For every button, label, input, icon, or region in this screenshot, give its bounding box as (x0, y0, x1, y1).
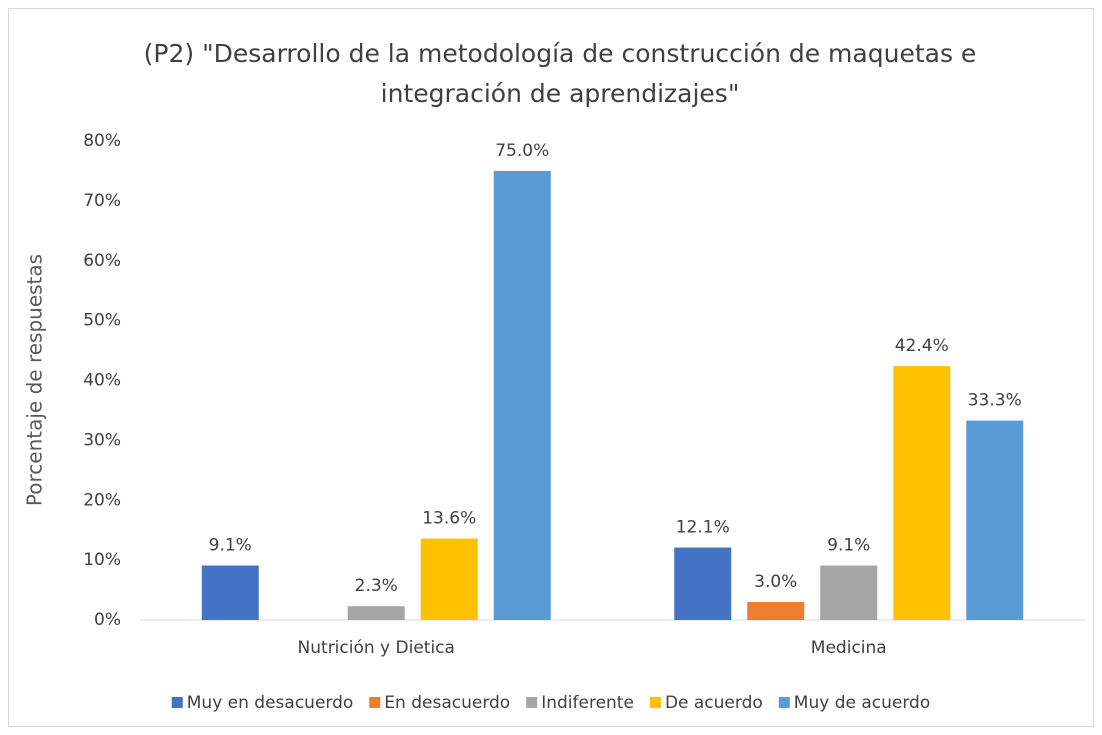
bar (420, 538, 478, 620)
legend-label: Muy en desacuerdo (187, 693, 354, 713)
y-tick-label: 20% (83, 490, 121, 510)
legend-label: De acuerdo (665, 693, 763, 713)
bar (747, 602, 805, 620)
y-tick-label: 10% (83, 550, 121, 570)
bar (347, 606, 405, 620)
legend-swatch (171, 697, 183, 708)
legend-swatch (649, 697, 661, 708)
y-tick-label: 50% (83, 311, 121, 331)
data-label: 75.0% (495, 141, 549, 161)
legend-label: En desacuerdo (384, 693, 510, 713)
legend-swatch (526, 697, 538, 708)
y-tick-label: 80% (83, 131, 121, 151)
data-label: 3.0% (754, 572, 797, 592)
data-label: 42.4% (895, 336, 949, 356)
data-label: 2.3% (355, 576, 398, 596)
data-label: 33.3% (968, 391, 1022, 411)
bar (674, 547, 732, 620)
x-tick-label: Medicina (811, 638, 887, 658)
y-tick-label: 60% (83, 251, 121, 271)
y-tick-label: 0% (94, 610, 121, 630)
bar (493, 170, 551, 620)
legend-swatch (778, 697, 790, 708)
bar (966, 420, 1024, 620)
legend-swatch (369, 697, 381, 708)
bar (820, 565, 878, 620)
legend-label: Muy de acuerdo (794, 693, 930, 713)
bar (893, 366, 951, 620)
data-label: 12.1% (676, 518, 730, 538)
data-label: 13.6% (422, 509, 476, 529)
legend-label: Indiferente (541, 693, 634, 713)
data-label: 9.1% (209, 536, 252, 556)
y-axis-label: Porcentaje de respuestas (23, 254, 47, 506)
x-tick-label: Nutrición y Dietica (298, 638, 455, 658)
bar (201, 565, 259, 620)
chart-title: (P2) "Desarrollo de la metodología de co… (143, 39, 977, 108)
y-tick-label: 70% (83, 191, 121, 211)
data-label: 9.1% (827, 536, 870, 556)
y-tick-label: 30% (83, 430, 121, 450)
y-tick-label: 40% (83, 371, 121, 391)
